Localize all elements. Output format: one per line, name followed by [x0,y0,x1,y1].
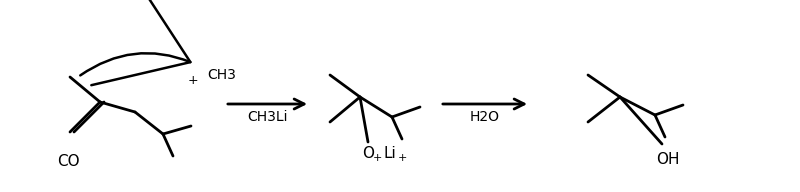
FancyArrowPatch shape [80,0,190,85]
Text: CH3: CH3 [207,68,236,82]
Text: H2O: H2O [470,110,500,124]
Text: CO: CO [57,155,79,170]
Text: Li: Li [384,146,396,161]
Text: O: O [362,146,374,161]
Text: +: + [398,153,406,163]
Text: +: + [188,74,198,87]
Text: OH: OH [656,151,680,166]
Text: +: + [372,153,382,163]
Text: CH3Li: CH3Li [247,110,288,124]
